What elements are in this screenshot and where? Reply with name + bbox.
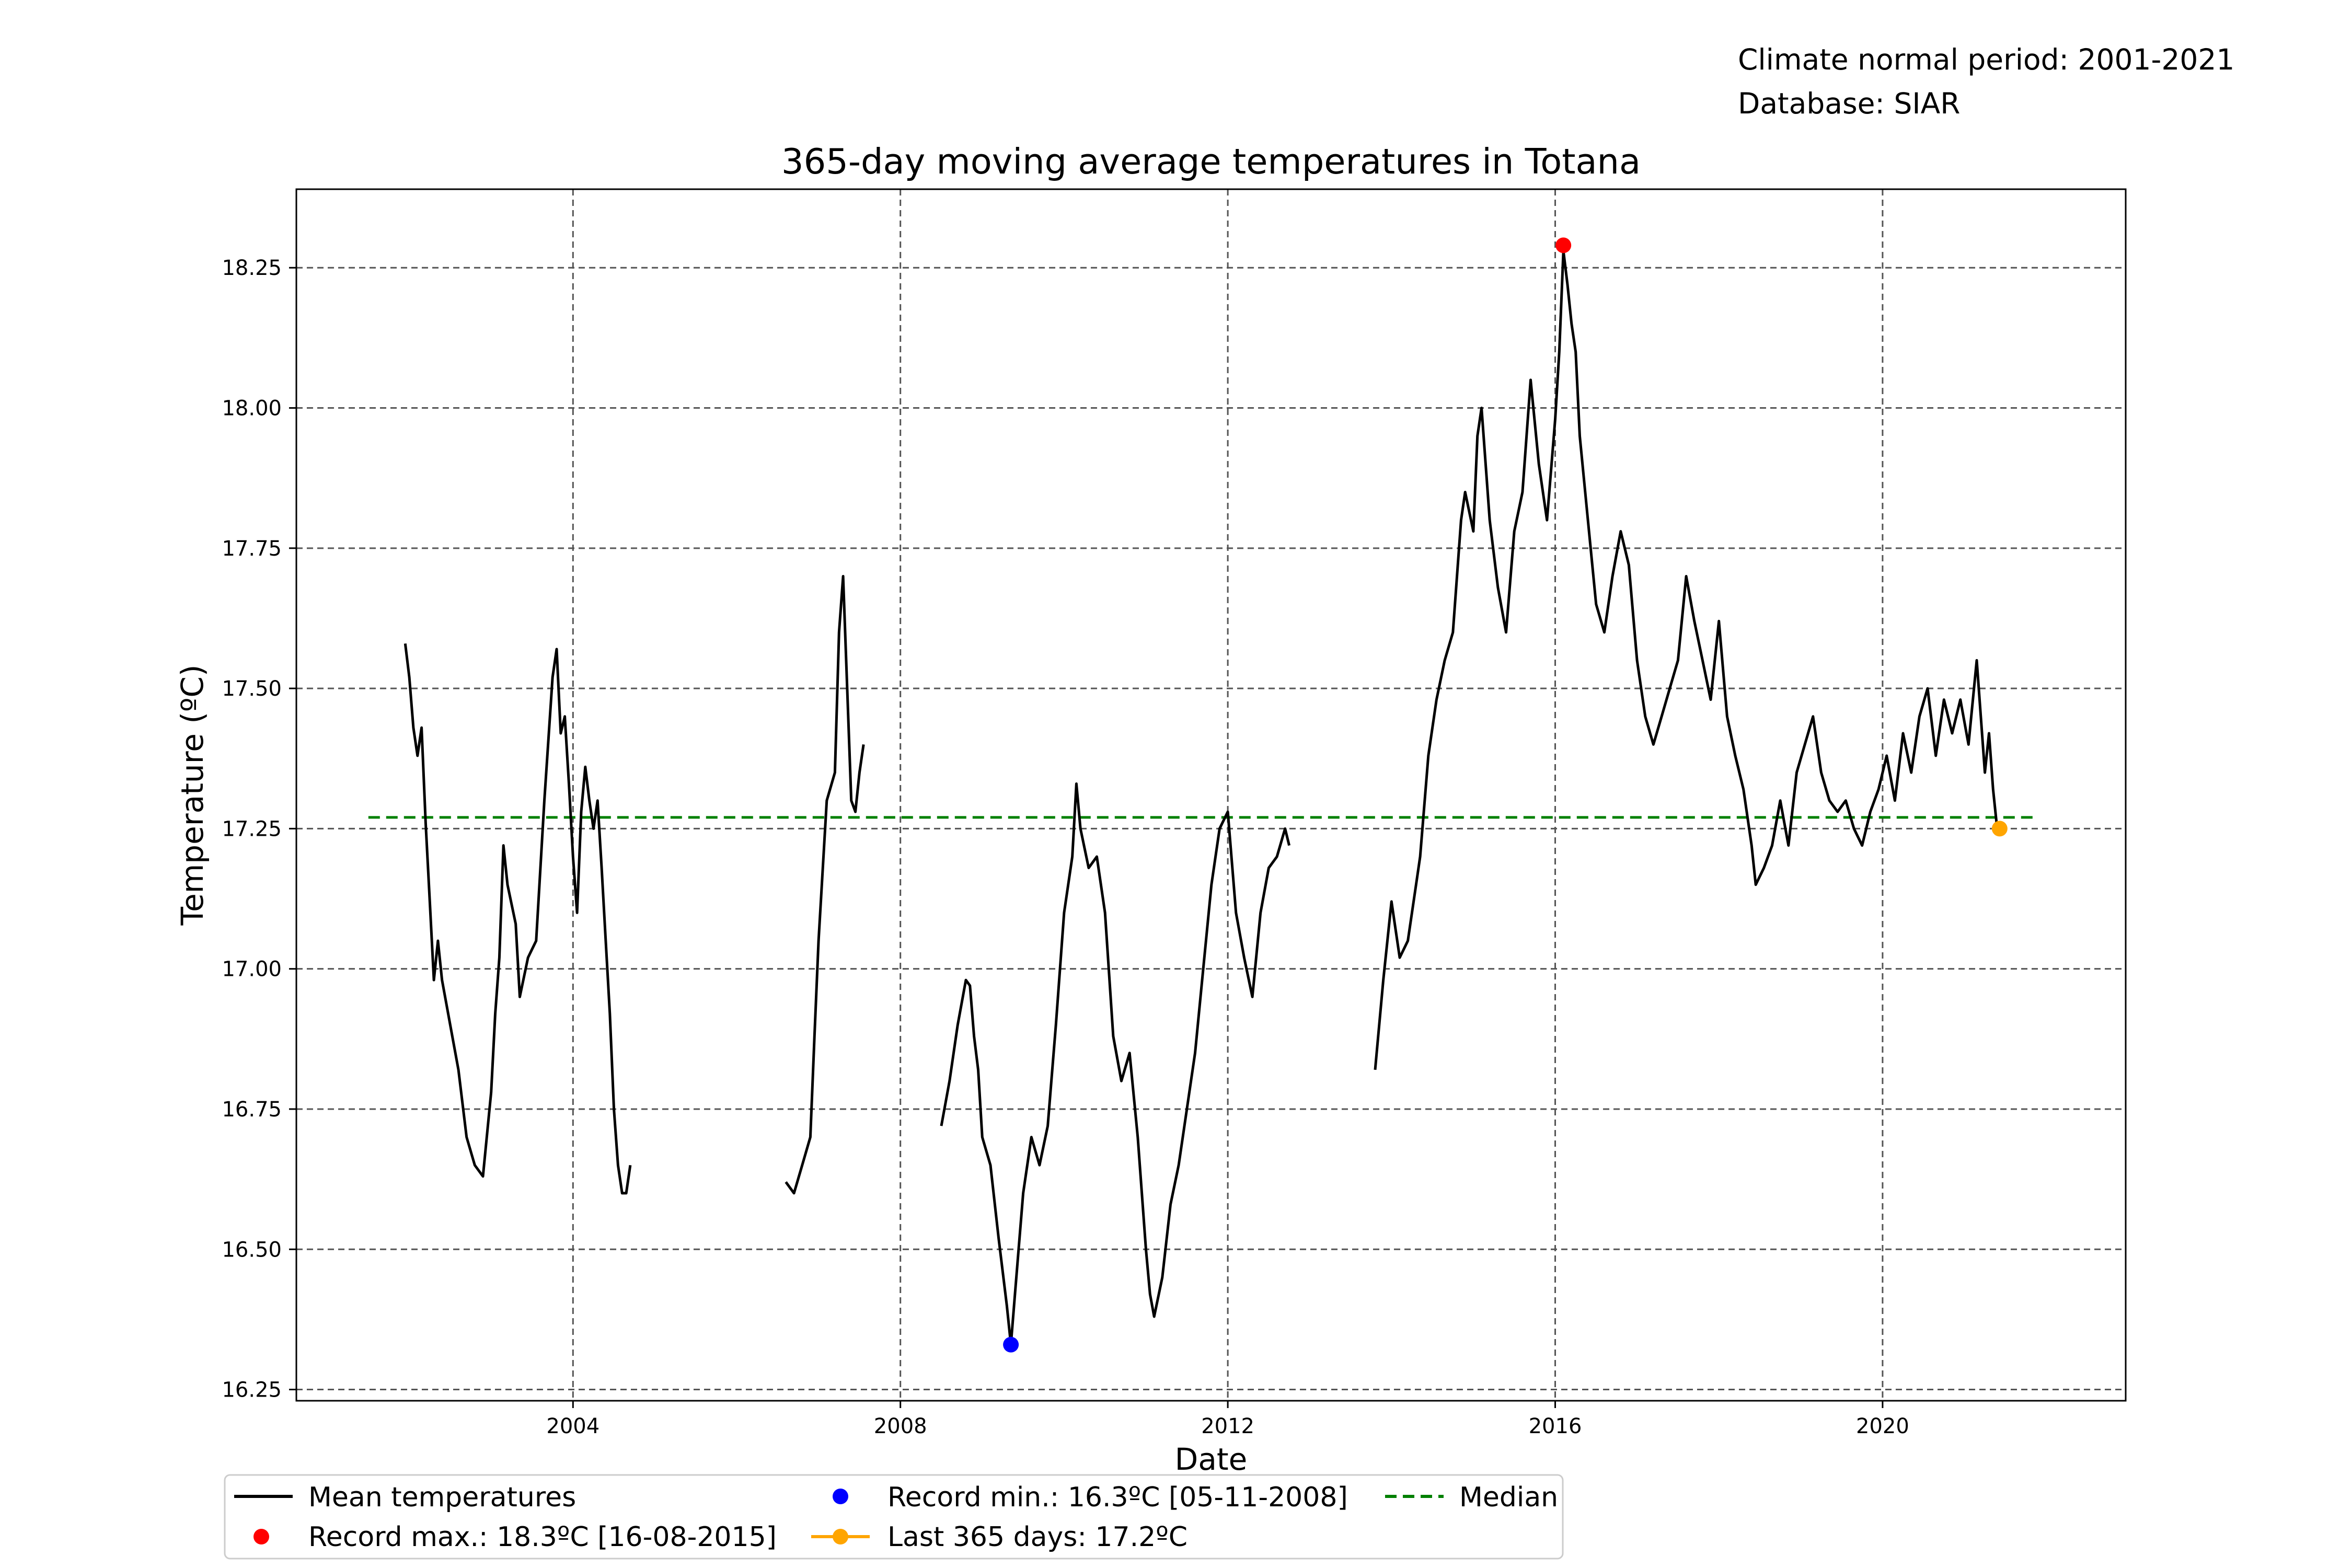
legend-record-max-swatch bbox=[253, 1529, 269, 1544]
y-axis-label: Temperature (ºC) bbox=[175, 665, 210, 926]
record-min-point bbox=[1003, 1336, 1019, 1353]
y-tick-label: 17.75 bbox=[222, 537, 282, 561]
y-tick-label: 17.00 bbox=[222, 958, 282, 982]
x-tick-label: 2008 bbox=[874, 1414, 927, 1438]
record-max-point bbox=[1555, 237, 1572, 253]
legend-median-label: Median bbox=[1459, 1482, 1558, 1513]
mean-temperature-series bbox=[403, 249, 1999, 1346]
database-text: Database: SIAR bbox=[1738, 87, 1961, 120]
legend-frame bbox=[224, 1474, 1564, 1560]
y-tick-label: 16.75 bbox=[222, 1098, 282, 1122]
x-tick-label: 2020 bbox=[1856, 1414, 1909, 1438]
y-tick-label: 16.50 bbox=[222, 1238, 282, 1262]
mean-temperature-line-segment bbox=[940, 782, 1291, 1346]
x-tick-label: 2004 bbox=[546, 1414, 599, 1438]
legend-record-min-label: Record min.: 16.3ºC [05-11-2008] bbox=[887, 1482, 1348, 1513]
x-tick-label: 2016 bbox=[1529, 1414, 1582, 1438]
legend-last-365-label: Last 365 days: 17.2ºC bbox=[887, 1521, 1187, 1553]
y-tick-label: 16.25 bbox=[222, 1378, 282, 1402]
marker-points bbox=[1003, 237, 2008, 1353]
y-tick-label: 18.00 bbox=[222, 397, 282, 421]
mean-temperature-line-segment bbox=[403, 643, 632, 1195]
axis-ticks: 2004 2008 2012 2016 2020 16.25 16.50 16.75 17.00… bbox=[222, 256, 1909, 1438]
legend-last-365-swatch bbox=[833, 1529, 848, 1544]
x-axis-label: Date bbox=[1175, 1442, 1248, 1477]
y-tick-label: 17.25 bbox=[222, 817, 282, 841]
y-tick-label: 17.50 bbox=[222, 677, 282, 701]
plot-frame bbox=[295, 188, 2127, 1402]
last-365-point bbox=[1991, 821, 2008, 837]
legend: Mean temperatures Record max.: 18.3ºC [1… bbox=[224, 1474, 1564, 1560]
climate-normal-period-text: Climate normal period: 2001-2021 bbox=[1738, 43, 2235, 76]
grid bbox=[296, 189, 2126, 1401]
chart-title: 365-day moving average temperatures in T… bbox=[781, 141, 1641, 182]
mean-temperature-line-segment bbox=[785, 575, 865, 1195]
y-tick-label: 18.25 bbox=[222, 256, 282, 280]
legend-record-min-swatch bbox=[833, 1489, 848, 1504]
mean-temperature-line-segment bbox=[1374, 249, 1999, 1070]
x-tick-label: 2012 bbox=[1201, 1414, 1254, 1438]
legend-record-max-label: Record max.: 18.3ºC [16-08-2015] bbox=[308, 1521, 777, 1553]
legend-mean-label: Mean temperatures bbox=[308, 1482, 576, 1513]
